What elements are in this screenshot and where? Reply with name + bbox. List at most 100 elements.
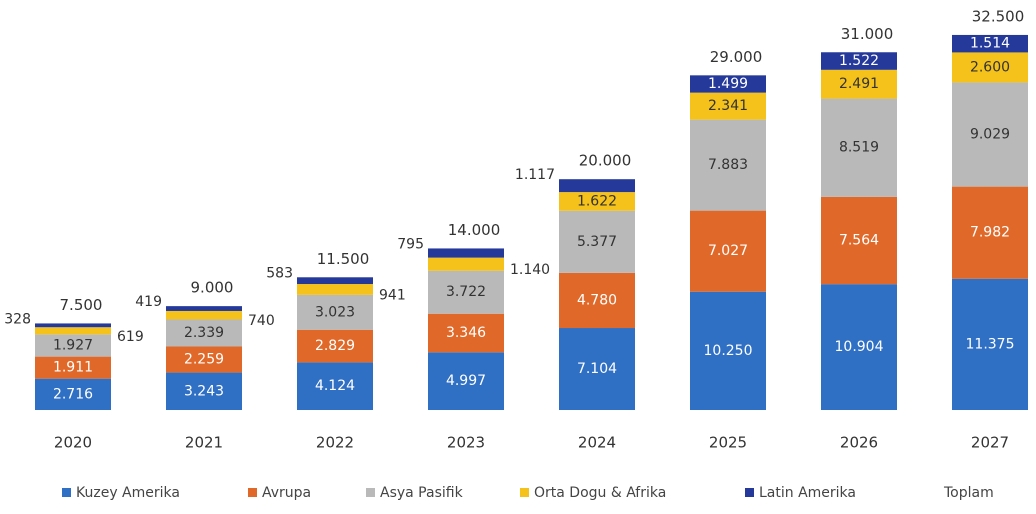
- segment-label: 2.600: [970, 59, 1010, 75]
- bar-segment: [428, 270, 504, 314]
- bar-segment: [297, 329, 373, 363]
- legend-label: Asya Pasifik: [380, 485, 464, 501]
- segment-label: 1.622: [577, 193, 617, 209]
- bar-segment: [690, 210, 766, 292]
- bar-segment: [952, 82, 1028, 187]
- segment-label: 5.377: [577, 234, 617, 250]
- legend-swatch: [248, 488, 257, 497]
- bar-segment: [166, 319, 242, 347]
- segment-label: 2.829: [315, 338, 355, 354]
- segment-label: 4.124: [315, 378, 355, 394]
- segment-label: 7.104: [577, 361, 617, 377]
- segment-label: 1.522: [839, 53, 879, 69]
- bar-segment: [559, 192, 635, 211]
- segment-label: 7.564: [839, 233, 879, 249]
- bar-segment: [166, 372, 242, 410]
- segment-label: 1.514: [970, 36, 1010, 52]
- segment-label: 4.780: [577, 292, 617, 308]
- legend-label: Latin Amerika: [759, 485, 856, 501]
- total-label: 9.000: [191, 279, 234, 297]
- bar-segment: [166, 306, 242, 311]
- bar-segment: [35, 378, 111, 410]
- bar-segment: [35, 334, 111, 357]
- bar-segment: [428, 313, 504, 353]
- bar-segment: [690, 291, 766, 410]
- total-label: 7.500: [60, 296, 103, 314]
- legend-label: Toplam: [943, 485, 994, 501]
- total-label: 29.000: [710, 48, 763, 66]
- segment-label: 7.027: [708, 243, 748, 259]
- segment-label: 795: [397, 236, 424, 252]
- x-tick-label: 2027: [971, 434, 1009, 452]
- x-tick-label: 2026: [840, 434, 878, 452]
- total-label: 32.500: [972, 7, 1025, 25]
- bar-segment: [690, 119, 766, 211]
- bar-segment: [428, 248, 504, 258]
- bar-segment: [559, 179, 635, 193]
- segment-label: 1.140: [510, 262, 550, 278]
- legend-swatch: [520, 488, 529, 497]
- segment-label: 9.029: [970, 127, 1010, 143]
- bar-segment: [821, 69, 897, 99]
- x-tick-label: 2025: [709, 434, 747, 452]
- bar-segment: [690, 92, 766, 120]
- bar-segment: [952, 186, 1028, 279]
- segment-label: 3.722: [446, 284, 486, 300]
- segment-label: 2.259: [184, 352, 224, 368]
- segment-label: 11.375: [966, 336, 1015, 352]
- bar-segment: [952, 52, 1028, 83]
- segment-label: 4.997: [446, 373, 486, 389]
- segment-label: 583: [266, 265, 293, 281]
- x-tick-label: 2020: [54, 434, 92, 452]
- bar-segment: [297, 294, 373, 330]
- bar-segment: [428, 257, 504, 271]
- legend-label: Kuzey Amerika: [76, 485, 180, 501]
- segment-label: 2.339: [184, 325, 224, 341]
- segment-label: 740: [248, 313, 275, 329]
- segment-label: 2.341: [708, 98, 748, 114]
- bar-segment: [166, 310, 242, 320]
- segment-label: 619: [117, 329, 144, 345]
- bar-segment: [297, 284, 373, 295]
- segment-label: 3.346: [446, 325, 486, 341]
- total-label: 31.000: [841, 25, 894, 43]
- segment-label: 1.911: [53, 360, 93, 376]
- bar-segment: [952, 34, 1028, 53]
- legend-swatch: [62, 488, 71, 497]
- legend-label: Orta Dogu & Afrika: [534, 485, 666, 501]
- segment-label: 3.023: [315, 304, 355, 320]
- bar-segment: [690, 75, 766, 93]
- total-label: 14.000: [448, 221, 501, 239]
- x-tick-label: 2021: [185, 434, 223, 452]
- bar-segment: [35, 323, 111, 328]
- bar-segment: [35, 356, 111, 379]
- bar-segment: [166, 346, 242, 373]
- segment-label: 10.250: [704, 343, 753, 359]
- bar-segment: [559, 272, 635, 329]
- total-label: 11.500: [317, 250, 370, 268]
- bar-segment: [821, 52, 897, 70]
- segment-label: 328: [4, 311, 31, 327]
- segment-label: 3.243: [184, 383, 224, 399]
- segment-label: 1.927: [53, 337, 93, 353]
- legend-swatch: [366, 488, 375, 497]
- bar-segment: [559, 328, 635, 410]
- segment-label: 7.982: [970, 225, 1010, 241]
- bar-segment: [35, 327, 111, 335]
- segment-label: 941: [379, 287, 406, 303]
- total-label: 20.000: [579, 152, 632, 170]
- bar-segment: [297, 362, 373, 410]
- bar-segment: [821, 98, 897, 197]
- segment-label: 2.491: [839, 76, 879, 92]
- legend-swatch: [745, 488, 754, 497]
- x-tick-label: 2024: [578, 434, 616, 452]
- bar-segment: [428, 352, 504, 410]
- segment-label: 10.904: [835, 339, 884, 355]
- bar-segment: [821, 196, 897, 285]
- x-tick-label: 2022: [316, 434, 354, 452]
- segment-label: 2.716: [53, 386, 93, 402]
- bar-segment: [559, 210, 635, 273]
- segment-label: 1.117: [515, 167, 555, 183]
- bar-segment: [952, 278, 1028, 410]
- segment-label: 7.883: [708, 157, 748, 173]
